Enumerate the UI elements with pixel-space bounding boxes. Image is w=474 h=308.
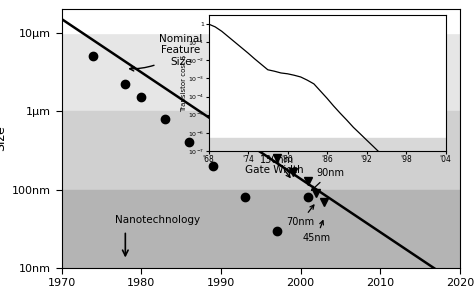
Bar — [209, 138, 446, 151]
Text: Nominal
Feature
Size: Nominal Feature Size — [130, 34, 203, 71]
Text: 130nm: 130nm — [260, 155, 294, 177]
Text: 70nm: 70nm — [286, 205, 315, 227]
Y-axis label: Transistor cost $: Transistor cost $ — [181, 55, 187, 112]
Bar — [62, 9, 460, 33]
Text: 45nm: 45nm — [302, 221, 330, 243]
Text: Gate Width: Gate Width — [245, 164, 303, 175]
Bar — [62, 9, 460, 111]
Text: 90nm: 90nm — [311, 168, 345, 190]
Text: Nanotechnology: Nanotechnology — [115, 215, 200, 225]
Y-axis label: Size: Size — [0, 126, 7, 152]
Bar — [62, 111, 460, 190]
Bar — [62, 190, 460, 268]
